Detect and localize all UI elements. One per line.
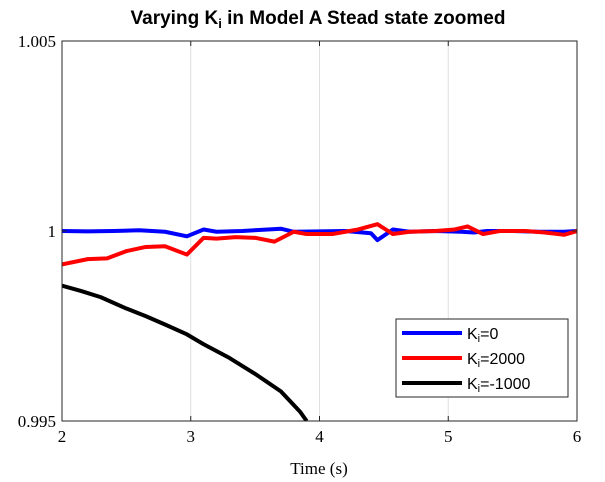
x-tick-label: 4 bbox=[315, 427, 324, 446]
legend-label-subscript: i bbox=[478, 383, 480, 395]
x-tick-label: 2 bbox=[58, 427, 67, 446]
legend-label-prefix: K bbox=[467, 376, 478, 393]
legend-label-subscript: i bbox=[478, 333, 480, 345]
legend-label-suffix: =-1000 bbox=[480, 376, 530, 393]
chart-title-subscript: i bbox=[218, 16, 222, 31]
legend-label: Ki=-1000 bbox=[467, 376, 530, 395]
data-series bbox=[62, 222, 577, 421]
legend-label-suffix: =0 bbox=[480, 326, 498, 343]
legend-label: Ki=2000 bbox=[467, 351, 525, 370]
legend-label-subscript: i bbox=[478, 358, 480, 370]
y-tick-label: 0.995 bbox=[18, 412, 56, 431]
chart-title: Varying Ki in Model A Stead state zoomed bbox=[131, 8, 506, 31]
y-tick-label: 1 bbox=[48, 222, 57, 241]
series-line-ki-0 bbox=[62, 226, 577, 243]
legend-label-suffix: =2000 bbox=[480, 351, 525, 368]
legend-label-prefix: K bbox=[467, 326, 478, 343]
series-line-ki-2000 bbox=[62, 222, 577, 267]
x-axis-label: Time (s) bbox=[290, 459, 347, 478]
x-tick-label: 6 bbox=[573, 427, 582, 446]
chart-title-suffix: in Model A Stead state zoomed bbox=[222, 8, 506, 29]
y-tick-label: 1.005 bbox=[18, 32, 56, 51]
legend-label-prefix: K bbox=[467, 351, 478, 368]
legend-label: Ki=0 bbox=[467, 326, 498, 345]
axis-ticks: 2 3 4 5 6 0.995 1 1.005 bbox=[18, 32, 582, 446]
x-tick-label: 5 bbox=[444, 427, 453, 446]
x-tick-label: 3 bbox=[187, 427, 196, 446]
series-line-ki-1000 bbox=[62, 283, 309, 421]
chart-title-prefix: Varying K bbox=[131, 8, 219, 29]
